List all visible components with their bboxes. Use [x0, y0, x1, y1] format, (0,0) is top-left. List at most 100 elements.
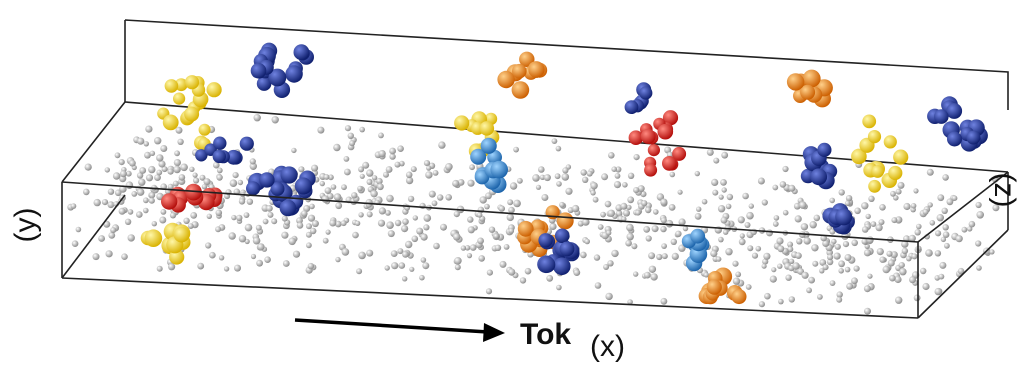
background-particle	[614, 173, 621, 179]
background-particle	[742, 192, 749, 200]
background-particle	[586, 170, 593, 177]
red-particle	[672, 146, 687, 161]
background-particle	[648, 252, 656, 260]
background-particle	[423, 160, 431, 167]
background-particle	[397, 145, 404, 152]
background-particle	[201, 184, 208, 190]
background-particle	[535, 184, 542, 190]
background-particle	[107, 201, 115, 209]
background-particle	[916, 223, 922, 230]
background-particle	[387, 230, 395, 238]
background-particle	[527, 251, 534, 258]
background-particle	[243, 212, 250, 219]
background-particle	[422, 262, 430, 270]
background-particle	[197, 262, 205, 270]
background-particle	[323, 174, 330, 180]
background-particle	[615, 166, 622, 173]
background-particle	[861, 202, 869, 210]
background-particle	[779, 181, 787, 188]
background-particle	[253, 114, 261, 122]
background-particle	[344, 125, 352, 132]
background-particle	[939, 261, 947, 269]
background-particle	[296, 222, 304, 229]
x-axis-label: (x)	[590, 330, 625, 363]
background-particle	[84, 163, 92, 171]
background-particle	[806, 287, 812, 294]
background-particle	[407, 195, 415, 203]
background-particle	[75, 226, 82, 233]
background-particle	[703, 272, 709, 278]
background-particle	[366, 169, 374, 177]
background-particle	[143, 197, 149, 204]
background-particle	[114, 152, 121, 159]
background-particle	[895, 296, 903, 304]
background-particle	[664, 146, 672, 154]
background-particle	[306, 223, 312, 230]
background-particle	[376, 177, 383, 185]
background-particle	[209, 251, 216, 259]
background-particle	[762, 258, 769, 265]
background-particle	[303, 205, 311, 212]
background-particle	[822, 239, 830, 247]
background-particle	[706, 148, 714, 156]
background-particle	[876, 248, 884, 256]
background-particle	[377, 183, 384, 191]
background-particle	[503, 244, 510, 250]
background-particle	[477, 212, 483, 218]
background-particle	[899, 268, 907, 276]
background-particle	[913, 294, 921, 302]
background-particle	[425, 171, 433, 179]
background-particle	[366, 211, 373, 218]
background-particle	[561, 173, 570, 181]
background-particle	[136, 211, 143, 218]
dark-blue-particle	[239, 136, 254, 151]
background-particle	[513, 199, 521, 208]
background-particle	[488, 226, 496, 233]
background-particle	[167, 168, 174, 175]
background-particle	[799, 201, 807, 209]
dark-blue-particle	[246, 181, 261, 196]
background-particle	[937, 194, 945, 202]
background-particle	[555, 145, 562, 152]
background-particle	[665, 219, 674, 228]
yellow-particle	[888, 165, 903, 181]
background-particle	[231, 214, 237, 221]
background-particle	[720, 216, 728, 224]
background-particle	[694, 170, 700, 177]
background-particle	[394, 219, 402, 227]
light-blue-particle	[690, 228, 706, 244]
background-particle	[906, 256, 912, 262]
background-particle	[549, 222, 557, 231]
background-particle	[608, 152, 615, 159]
background-particle	[464, 245, 471, 251]
background-particle	[670, 238, 677, 245]
background-particle	[508, 228, 515, 234]
background-particle	[325, 229, 331, 235]
background-particle	[879, 204, 886, 211]
background-particle	[605, 292, 613, 301]
background-particle	[809, 221, 817, 229]
dark-blue-particle	[212, 149, 226, 164]
background-particle	[125, 170, 132, 177]
background-particle	[445, 194, 453, 201]
background-particle	[391, 262, 399, 270]
background-particle	[645, 206, 652, 214]
background-particle	[716, 256, 722, 262]
dark-blue-particle	[213, 136, 227, 150]
background-particle	[682, 225, 689, 232]
background-particle	[519, 277, 527, 284]
yellow-particle	[198, 123, 211, 136]
background-particle	[485, 288, 493, 295]
background-particle	[710, 249, 718, 258]
background-particle	[149, 150, 156, 156]
background-particle	[913, 188, 919, 194]
yellow-particle	[883, 135, 897, 149]
background-particle	[486, 269, 493, 276]
background-particle	[402, 251, 409, 258]
background-particle	[129, 159, 136, 167]
background-particle	[139, 167, 147, 174]
orange-particle	[556, 212, 574, 230]
background-particle	[340, 220, 347, 227]
background-particle	[394, 161, 401, 168]
background-particle	[813, 214, 821, 222]
